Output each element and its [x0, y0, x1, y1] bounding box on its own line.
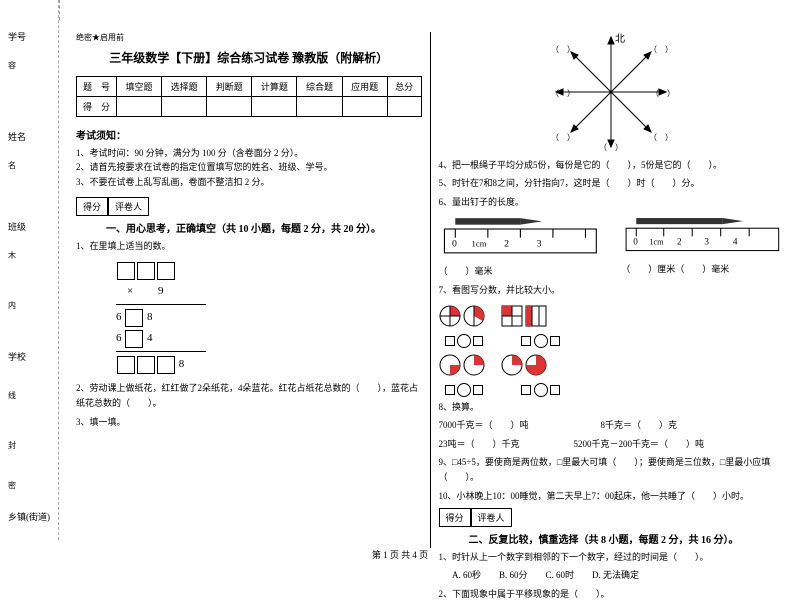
svg-text:（ ）: （ ）: [551, 89, 575, 98]
svg-text:（ ）: （ ）: [599, 143, 623, 152]
notice-item: 1、考试时间：90 分钟，满分为 100 分（含卷面分 2 分）。: [76, 146, 422, 160]
svg-text:（ ）: （ ）: [649, 133, 671, 142]
secrecy-tag: 绝密★启用前: [76, 32, 422, 43]
sidebar-label-name: 姓名: [8, 130, 26, 143]
q7: 7、看图写分数，并比较大小。: [439, 283, 785, 298]
q8-line1: 7000千克＝（ ）吨 8千克＝（ ）克: [439, 418, 785, 433]
right-column: 北 （ ） （ ） （ ） （ ） （ ） （ ） （ ） 4、把一根绳子平均分…: [431, 32, 793, 548]
q6: 6、量出钉子的长度。: [439, 195, 785, 210]
svg-text:（ ）: （ ）: [649, 45, 671, 54]
svg-text:4: 4: [733, 236, 738, 246]
blank-cell: [387, 97, 421, 117]
svg-text:1cm: 1cm: [471, 238, 486, 248]
q10: 10、小林晚上10：00睡觉，第二天早上7：00起床，他一共睡了（ ）小时。: [439, 489, 785, 504]
section-score-box: 得分 评卷人: [76, 197, 422, 216]
svg-text:2: 2: [504, 238, 509, 249]
score-summary-table: 题 号 填空题 选择题 判断题 计算题 综合题 应用题 总分 得 分: [76, 76, 422, 117]
th: 填空题: [117, 77, 162, 97]
page-footer: 第 1 页 共 4 页: [0, 548, 800, 561]
svg-text:3: 3: [536, 238, 541, 249]
ruler-row: 0 1cm 2 3 （ ）毫米: [439, 216, 785, 277]
svg-text:0: 0: [452, 238, 457, 249]
score-cell: 得分: [439, 508, 471, 527]
q8: 8、换算。: [439, 400, 785, 415]
sidebar-label-town: 乡镇(街道): [8, 510, 50, 523]
q5: 5、时针在7和8之间，分针指向7，这时是（ ）时（ ）分。: [439, 176, 785, 191]
blank-cell: [252, 97, 297, 117]
sidebar-sub: 线: [8, 390, 16, 401]
q8-line2: 23吨＝（ ）千克 5200千克－200千克＝（ ）吨: [439, 437, 785, 452]
svg-text:1cm: 1cm: [650, 237, 665, 246]
section-score-box-2: 得分 评卷人: [439, 508, 785, 527]
ruler-label-left: （ ）毫米: [439, 264, 602, 277]
svg-text:（ ）: （ ）: [551, 133, 575, 142]
sidebar-sub: 密: [8, 480, 16, 491]
th: 判断题: [207, 77, 252, 97]
sidebar-label-class: 班级: [8, 220, 26, 233]
fraction-row-2: [439, 354, 785, 376]
compass-diagram: 北 （ ） （ ） （ ） （ ） （ ） （ ） （ ）: [551, 32, 671, 152]
marker-cell: 评卷人: [108, 197, 149, 216]
blank-cell: [162, 97, 207, 117]
q2: 2、劳动课上做纸花，红红做了2朵纸花，4朵蓝花。红花占纸花总数的（ ），蓝花占纸…: [76, 381, 422, 412]
ruler-label-right: （ ）厘米（ ）毫米: [621, 262, 784, 275]
score-cell: 得分: [76, 197, 108, 216]
sidebar-label-id: 学号: [8, 30, 26, 43]
binding-sidebar: 学号 容 姓名 名 班级 木 内 学校 线 封 密 乡镇(街道): [0, 0, 60, 20]
s2q1-opts: A. 60秒 B. 60分 C. 60时 D. 无法确定: [439, 568, 785, 583]
th: 计算题: [252, 77, 297, 97]
blank-cell: [207, 97, 252, 117]
compass-north: 北: [615, 33, 625, 45]
marker-cell: 评卷人: [471, 508, 512, 527]
fraction-row-1: [439, 305, 785, 327]
th: 应用题: [342, 77, 387, 97]
th: 题 号: [77, 77, 117, 97]
section1-title: 一、用心思考，正确填空（共 10 小题，每题 2 分，共 20 分）。: [76, 220, 422, 235]
svg-text:（ ）: （ ）: [651, 89, 671, 98]
q3: 3、填一填。: [76, 415, 422, 430]
q9: 9、□45÷5，要使商是两位数，□里最大可填（ ）；要使商是三位数，□里最小应填…: [439, 455, 785, 486]
multiplication-problem: × 9 6 8 6 4 8: [116, 260, 422, 374]
q1: 1、在里填上适当的数。: [76, 239, 422, 254]
blank-cell: [342, 97, 387, 117]
th: 总分: [387, 77, 421, 97]
th: 选择题: [162, 77, 207, 97]
svg-text:0: 0: [633, 236, 638, 246]
ruler-left: 0 1cm 2 3 （ ）毫米: [439, 216, 602, 277]
sidebar-sub: 封: [8, 440, 16, 451]
ruler-right: 0 1cm 2 3 4 （ ）厘米（ ）毫米: [621, 216, 784, 277]
sidebar-sub: 容: [8, 60, 16, 71]
sidebar-sub: 木: [8, 250, 16, 261]
svg-text:（ ）: （ ）: [551, 45, 575, 54]
blank-cell: [297, 97, 342, 117]
left-column: 绝密★启用前 三年级数学【下册】综合练习试卷 豫教版（附解析） 题 号 填空题 …: [68, 32, 431, 548]
fraction-blanks: [445, 333, 785, 348]
sidebar-sub: 名: [8, 160, 16, 171]
notice-item: 3、不要在试卷上乱写乱画，卷面不整洁扣 2 分。: [76, 175, 422, 189]
svg-text:2: 2: [677, 236, 682, 246]
notice-item: 2、请首先按要求在试卷的指定位置填写您的姓名、班级、学号。: [76, 160, 422, 174]
notice-header: 考试须知：: [76, 127, 422, 142]
sidebar-label-school: 学校: [8, 350, 26, 363]
td: 得 分: [77, 97, 117, 117]
section2-title: 二、反复比较，慎重选择（共 8 小题，每题 2 分，共 16 分）。: [439, 531, 785, 546]
fraction-blanks-2: [445, 382, 785, 397]
th: 综合题: [297, 77, 342, 97]
exam-title: 三年级数学【下册】综合练习试卷 豫教版（附解析）: [76, 49, 422, 66]
sidebar-sub: 内: [8, 300, 16, 311]
q4: 4、把一根绳子平均分成5份，每份是它的（ ），5份是它的（ ）。: [439, 158, 785, 173]
svg-text:3: 3: [705, 236, 710, 246]
s2q2: 2、下面现象中属于平移现象的是（ ）。: [439, 587, 785, 602]
blank-cell: [117, 97, 162, 117]
notice-list: 1、考试时间：90 分钟，满分为 100 分（含卷面分 2 分）。 2、请首先按…: [76, 146, 422, 189]
